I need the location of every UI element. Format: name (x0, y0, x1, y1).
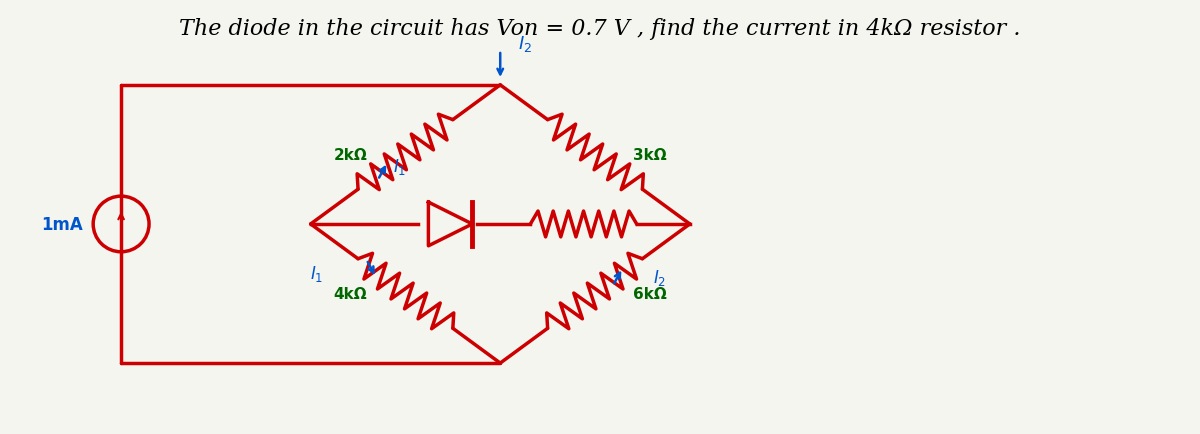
Text: 1mA: 1mA (42, 215, 83, 233)
Text: The diode in the circuit has Von = 0.7 V , find the current in 4kΩ resistor .: The diode in the circuit has Von = 0.7 V… (179, 18, 1021, 40)
Text: $I_1$: $I_1$ (310, 264, 323, 284)
Text: $I_2$: $I_2$ (518, 34, 533, 54)
Text: 4kΩ: 4kΩ (334, 286, 367, 301)
Text: 6kΩ: 6kΩ (634, 286, 667, 301)
Text: 2kΩ: 2kΩ (334, 148, 367, 162)
Text: $I_2$: $I_2$ (653, 267, 666, 287)
Text: $I_1$: $I_1$ (392, 157, 406, 177)
Text: 3kΩ: 3kΩ (634, 148, 667, 162)
